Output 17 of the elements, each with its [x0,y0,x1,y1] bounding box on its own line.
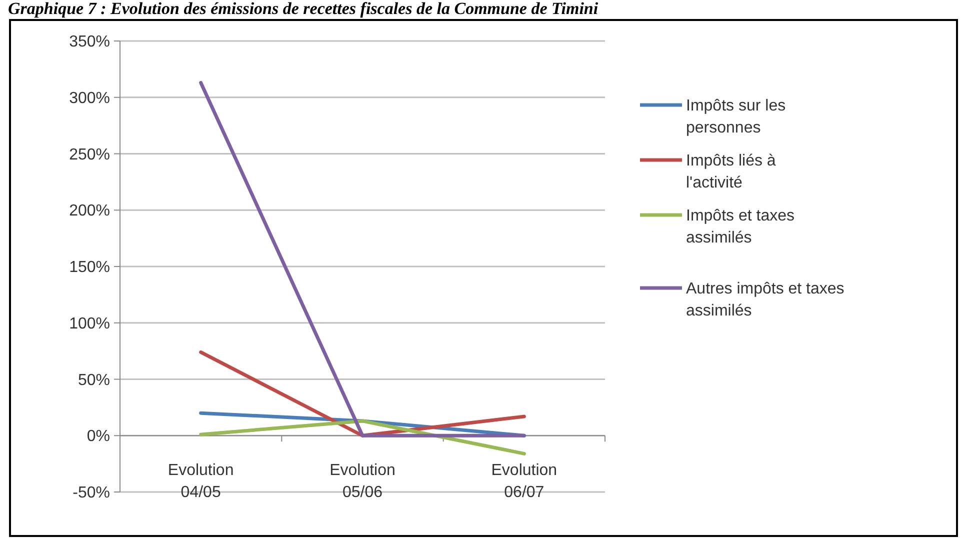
y-tick-label: 200% [69,202,110,220]
y-tick-label: 0% [86,428,110,446]
y-tick-label: 300% [69,90,110,107]
legend-label: Impôts et taxes assimilés [686,208,794,247]
x-tick-label: Evolution 05/06 [330,462,396,501]
legend-label: Impôts sur les personnes [686,98,786,137]
legend-label: Autres impôts et taxes assimilés [686,280,844,320]
y-tick-label: -50% [72,484,110,502]
chart-title: Graphique 7 : Evolution des émissions de recettes fiscales de la Commune de Timini [8,0,598,18]
x-tick-label: Evolution 04/05 [168,462,234,501]
y-tick-label: 50% [78,372,110,389]
x-tick-label: Evolution 06/07 [491,462,558,501]
y-tick-label: 250% [69,146,110,164]
y-tick-label: 100% [69,315,110,332]
y-tick-label: 350% [69,34,110,51]
y-tick-label: 150% [69,259,110,276]
legend-label: Impôts liés à l'activité [686,152,776,192]
